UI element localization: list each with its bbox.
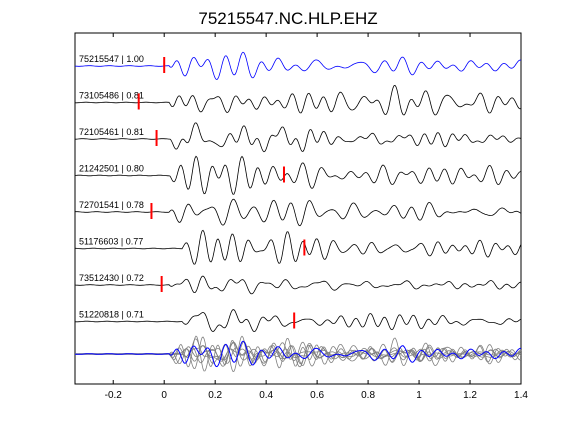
overlay-reference-trace xyxy=(74,340,522,368)
x-tick-label: 1 xyxy=(416,390,422,401)
x-tick-label: 1.2 xyxy=(463,390,477,401)
trace-label: 72701541 | 0.78 xyxy=(79,200,144,210)
chart-title: 75215547.NC.HLP.EHZ xyxy=(198,9,377,28)
trace-line xyxy=(74,229,522,265)
x-tick-label: 1.4 xyxy=(514,390,528,401)
trace-line xyxy=(75,198,522,227)
trace-line xyxy=(74,155,522,195)
x-tick-label: 0.2 xyxy=(208,390,222,401)
x-tick-label: 0 xyxy=(161,390,167,401)
overlay-stack xyxy=(74,335,522,372)
traces-group: 75215547 | 1.00 73105486 | 0.81 72105461 |… xyxy=(74,51,522,333)
trace: 73512430 | 0.72 xyxy=(74,273,522,295)
trace: 51220818 | 0.71 xyxy=(75,309,522,333)
trace-line xyxy=(75,122,522,153)
trace-line xyxy=(75,84,522,116)
trace-line xyxy=(74,51,522,80)
trace: 73105486 | 0.81 xyxy=(75,84,522,116)
trace-label: 51220818 | 0.71 xyxy=(79,310,144,320)
trace: 72701541 | 0.78 xyxy=(75,198,522,227)
trace: 75215547 | 1.00 xyxy=(74,51,522,80)
trace: 51176603 | 0.77 xyxy=(74,229,522,265)
trace-line xyxy=(75,309,522,333)
trace: 72105461 | 0.81 xyxy=(75,122,522,153)
plot-frame xyxy=(74,32,522,385)
trace-line xyxy=(74,275,522,295)
trace-label: 51176603 | 0.77 xyxy=(79,237,143,247)
trace-label: 72105461 | 0.81 xyxy=(79,127,144,137)
trace: 21242501 | 0.80 xyxy=(74,155,522,195)
trace-label: 73105486 | 0.81 xyxy=(79,91,144,101)
x-tick-label: 0.8 xyxy=(361,390,375,401)
x-tick-label: 0.6 xyxy=(310,390,324,401)
trace-label: 73512430 | 0.72 xyxy=(79,273,144,283)
x-tick-label: 0.4 xyxy=(259,390,273,401)
x-axis: -0.2 0 0.2 0.4 0.6 0.8 1 1.2 1.4 xyxy=(105,33,528,401)
x-tick-label: -0.2 xyxy=(105,390,123,401)
trace-label: 75215547 | 1.00 xyxy=(79,54,144,64)
trace-label: 21242501 | 0.80 xyxy=(79,164,144,174)
